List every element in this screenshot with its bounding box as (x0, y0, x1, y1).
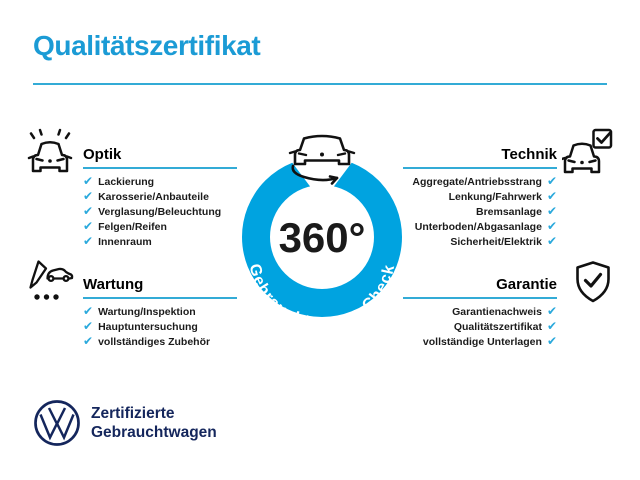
car-shine-icon (26, 128, 74, 176)
vw-logo-svg (34, 400, 80, 446)
checklist-item-label: Felgen/Reifen (98, 221, 167, 233)
checklist-item: ✔ Sicherheit/Elektrik (403, 234, 557, 251)
section-technik-checklist: ✔ Aggregate/Antriebsstrang ✔ Lenkung/Fahrwe… (403, 169, 557, 251)
car-shine-icon-svg (27, 128, 73, 173)
checklist-item-label: vollständige Unterlagen (422, 336, 542, 348)
check-icon: ✔ (546, 174, 557, 188)
service-checklist-icon (26, 258, 74, 306)
center-badge-360-check: Gebrauchtwagen-Check 360° (237, 120, 407, 332)
check-icon: ✔ (546, 189, 557, 203)
vw-logo-icon (32, 398, 82, 448)
degree-label: 360° (279, 214, 366, 261)
checklist-item: ✔ Lenkung/Fahrwerk (403, 189, 557, 206)
checklist-item: ✔ Unterboden/Abgasanlage (403, 219, 557, 236)
check-icon: ✔ (546, 319, 557, 333)
check-icon: ✔ (546, 219, 557, 233)
check-icon: ✔ (83, 234, 94, 248)
checklist-item: ✔ Wartung/Inspektion (83, 304, 237, 321)
section-wartung-title: Wartung (83, 276, 237, 299)
center-badge-svg: Gebrauchtwagen-Check 360° (242, 134, 402, 332)
checklist-item-label: Unterboden/Abgasanlage (414, 221, 542, 233)
checklist-item: ✔ Lackierung (83, 174, 237, 191)
checklist-item: ✔ Garantienachweis (403, 304, 557, 321)
check-icon: ✔ (83, 204, 94, 218)
check-icon: ✔ (546, 334, 557, 348)
check-icon: ✔ (83, 304, 94, 318)
checklist-item-label: Karosserie/Anbauteile (98, 191, 209, 203)
brand-line-2: Gebrauchtwagen (91, 424, 217, 441)
section-optik-checklist: ✔ Lackierung ✔ Karosserie/Anbauteile ✔ Vergla… (83, 169, 237, 251)
check-icon: ✔ (83, 189, 94, 203)
checklist-item-label: Verglasung/Beleuchtung (98, 206, 222, 218)
check-icon: ✔ (83, 334, 94, 348)
shield-check-icon-svg (576, 261, 610, 303)
checklist-item-label: Innenraum (98, 236, 152, 248)
car-checkbox-icon (560, 128, 614, 176)
title-divider (33, 83, 607, 85)
section-technik: Technik ✔ Aggregate/Antriebsstrang ✔ Lenkun… (403, 146, 557, 251)
ring-notch (282, 149, 362, 189)
checklist-item: ✔ vollständiges Zubehör (83, 334, 237, 351)
checklist-item: ✔ Verglasung/Beleuchtung (83, 204, 237, 221)
checklist-item: ✔ Innenraum (83, 234, 237, 251)
checklist-item: ✔ Hauptuntersuchung (83, 319, 237, 336)
checklist-item-label: Sicherheit/Elektrik (450, 236, 542, 248)
checklist-item-label: Bremsanlage (475, 206, 542, 218)
checklist-item: ✔ Qualitätszertifikat (403, 319, 557, 336)
section-optik-title: Optik (83, 146, 237, 169)
checklist-item-label: Aggregate/Antriebsstrang (412, 176, 542, 188)
section-garantie-checklist: ✔ Garantienachweis ✔ Qualitätszertifikat ✔ vo… (403, 299, 557, 351)
checklist-item-label: vollständiges Zubehör (98, 336, 211, 348)
car-checkbox-icon-svg (560, 128, 613, 174)
shield-check-icon (571, 259, 615, 305)
section-garantie-title: Garantie (403, 276, 557, 299)
check-icon: ✔ (83, 319, 94, 333)
checklist-item: ✔ Bremsanlage (403, 204, 557, 221)
checklist-item-label: Garantienachweis (452, 306, 542, 318)
check-icon: ✔ (546, 234, 557, 248)
checklist-item: ✔ Karosserie/Anbauteile (83, 189, 237, 206)
checklist-item-label: Lenkung/Fahrwerk (448, 191, 542, 203)
checklist-item: ✔ Felgen/Reifen (83, 219, 237, 236)
section-wartung: Wartung ✔ Wartung/Inspektion ✔ Hauptuntersu… (83, 276, 237, 351)
checklist-item: ✔ vollständige Unterlagen (403, 334, 557, 351)
checklist-item-label: Lackierung (98, 176, 155, 188)
car-rotation-icon (288, 134, 356, 185)
check-icon: ✔ (83, 174, 94, 188)
brand-text: Zertifizierte Gebrauchtwagen (91, 404, 217, 442)
checklist-item: ✔ Aggregate/Antriebsstrang (403, 174, 557, 191)
checklist-item-label: Wartung/Inspektion (98, 306, 196, 318)
brand-line-1: Zertifizierte (91, 405, 175, 422)
service-checklist-icon-svg (29, 260, 74, 300)
check-icon: ✔ (546, 204, 557, 218)
section-technik-title: Technik (403, 146, 557, 169)
checklist-item-label: Qualitätszertifikat (453, 321, 542, 333)
page-title: Qualitätszertifikat (33, 30, 261, 61)
section-wartung-checklist: ✔ Wartung/Inspektion ✔ Hauptuntersuchung ✔ vo… (83, 299, 237, 351)
section-garantie: Garantie ✔ Garantienachweis ✔ Qualitätszert… (403, 276, 557, 351)
check-icon: ✔ (83, 219, 94, 233)
section-optik: Optik ✔ Lackierung ✔ Karosserie/Anbauteile ✔… (83, 146, 237, 251)
check-icon: ✔ (546, 304, 557, 318)
checklist-item-label: Hauptuntersuchung (98, 321, 198, 333)
